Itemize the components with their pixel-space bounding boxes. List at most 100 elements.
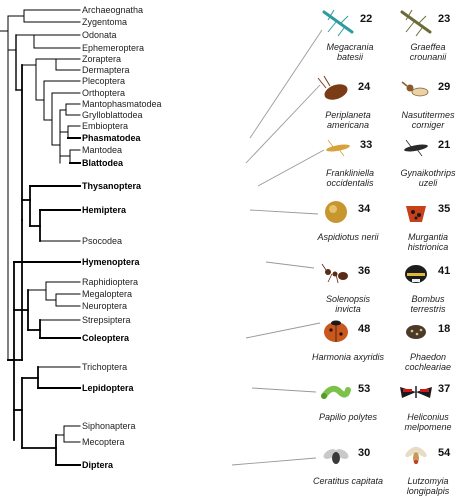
- sand-fly-lutzomyia-icon: [405, 446, 427, 464]
- taxon-label-archaeognatha: Archaeognatha: [82, 5, 144, 15]
- taxon-label-raphidioptera: Raphidioptera: [82, 277, 139, 287]
- species-name-line: Frankliniella: [325, 168, 375, 178]
- specimen-number-murgantia: 35: [438, 203, 451, 215]
- cockroach-periplaneta-icon: [317, 75, 348, 100]
- species-name-line: longipalpis: [406, 486, 450, 496]
- taxon-label-zygentoma: Zygentoma: [82, 17, 128, 27]
- species-name-lutzomyia: Lutzomyia longipalpis: [392, 476, 464, 496]
- connector-hymenoptera: [265, 261, 315, 269]
- taxon-label-zoraptera: Zoraptera: [82, 54, 122, 64]
- species-name-harmonia: Harmonia axyridis: [312, 352, 384, 362]
- species-name-line: histrionica: [407, 242, 449, 252]
- specimen-number-solenopsis: 36: [358, 265, 371, 277]
- connector-phasmatodea: [249, 29, 323, 139]
- species-name-line: crounanii: [409, 52, 447, 62]
- specimen-number-gynaikothrips: 21: [438, 139, 451, 151]
- species-name-line: cochleariae: [404, 362, 452, 372]
- species-name-bombus: Bombus terrestris: [392, 294, 464, 314]
- scale-insect-aspidiotus-icon: [325, 201, 347, 223]
- species-name-line: Murgantia: [407, 232, 449, 242]
- species-name-line: Gynaikothrips: [400, 168, 456, 178]
- species-name-murgantia: Murgantia histrionica: [392, 232, 464, 252]
- taxon-label-embioptera: Embioptera: [82, 121, 129, 131]
- specimen-number-bombus: 41: [438, 265, 451, 277]
- taxon-label-strepsiptera: Strepsiptera: [82, 315, 131, 325]
- ant-solenopsis-icon: [321, 263, 348, 284]
- taxon-label-megaloptera: Megaloptera: [82, 289, 133, 299]
- species-name-line: batesii: [336, 52, 363, 62]
- leaf-beetle-larva-phaedon-icon: [406, 325, 426, 339]
- taxon-label-neuroptera: Neuroptera: [82, 301, 128, 311]
- species-name-line: Graeffea: [410, 42, 446, 52]
- taxon-label-hymenoptera: Hymenoptera: [82, 257, 140, 267]
- taxon-label-ephemeroptera: Ephemeroptera: [82, 43, 145, 53]
- taxon-label-mantophasmatodea: Mantophasmatodea: [82, 99, 162, 109]
- stick-insect-graeffea-icon: [400, 9, 432, 37]
- caterpillar-papilio-icon: [321, 385, 351, 399]
- specimen-images: [317, 9, 432, 464]
- connector-coleoptera: [245, 322, 321, 339]
- species-name-line: Bombus: [411, 294, 445, 304]
- species-name-megacrania: Megacrania batesii: [314, 42, 386, 62]
- taxon-label-mantodea: Mantodea: [82, 145, 123, 155]
- species-name-line: invicta: [335, 304, 361, 314]
- species-name-phaedon: Phaedon cochleariae: [392, 352, 464, 372]
- connector-thysanoptera: [257, 149, 325, 187]
- taxon-label-dermaptera: Dermaptera: [82, 65, 130, 75]
- species-name-line: Megacrania: [326, 42, 374, 52]
- species-name-line: Phaedon: [409, 352, 447, 362]
- species-name-solenopsis: Solenopsis invicta: [312, 294, 384, 314]
- species-name-line: Periplaneta: [325, 110, 371, 120]
- taxon-label-hemiptera: Hemiptera: [82, 205, 127, 215]
- species-name-ceratitis: Ceratitus capitata: [312, 476, 384, 486]
- clade-connector-lines: [231, 29, 325, 466]
- species-name-line: occidentalis: [326, 178, 374, 188]
- taxon-label-phasmatodea: Phasmatodea: [82, 133, 141, 143]
- specimen-number-harmonia: 48: [358, 323, 371, 335]
- butterfly-heliconius-icon: [400, 386, 432, 398]
- species-name-line: melpomene: [404, 422, 452, 432]
- connector-diptera: [231, 457, 317, 466]
- taxon-label-psocodea: Psocodea: [82, 236, 123, 246]
- specimen-number-papilio: 53: [358, 383, 371, 395]
- species-name-line: Lutzomyia: [407, 476, 449, 486]
- species-name-line: Papilio polytes: [318, 412, 378, 422]
- species-name-line: corniger: [411, 120, 445, 130]
- species-name-line: Harmonia axyridis: [312, 352, 385, 362]
- taxon-label-thysanoptera: Thysanoptera: [82, 181, 142, 191]
- taxon-label-blattodea: Blattodea: [82, 158, 124, 168]
- connector-blattodea: [245, 84, 321, 164]
- taxon-label-trichoptera: Trichoptera: [82, 362, 128, 372]
- taxon-label-orthoptera: Orthoptera: [82, 88, 126, 98]
- specimen-number-lutzomyia: 54: [438, 447, 451, 459]
- specimen-number-nasutitermes: 29: [438, 81, 451, 93]
- specimen-number-megacrania: 22: [360, 13, 373, 25]
- phylogenetic-tree: [0, 9, 81, 466]
- termite-nasutitermes-icon: [401, 81, 429, 97]
- specimen-number-graeffea: 23: [438, 13, 451, 25]
- specimen-number-frankliniella: 33: [360, 139, 373, 151]
- species-name-line: Aspidiotus nerii: [317, 232, 379, 242]
- species-name-nasutitermes: Nasutitermes corniger: [392, 110, 464, 130]
- bumblebee-bombus-icon: [405, 265, 427, 283]
- species-name-graeffea: Graeffea crounanii: [392, 42, 464, 62]
- taxon-label-diptera: Diptera: [82, 460, 114, 470]
- specimen-number-aspidiotus: 34: [358, 203, 371, 215]
- species-name-frankliniella: Frankliniella occidentalis: [314, 168, 386, 188]
- species-name-line: terrestris: [410, 304, 446, 314]
- taxon-label-plecoptera: Plecoptera: [82, 76, 126, 86]
- connector-hemiptera: [249, 209, 319, 215]
- specimen-number-ceratitis: 30: [358, 447, 371, 459]
- thrips-gynaikothrips-icon: [404, 139, 428, 157]
- species-name-heliconius: Heliconius melpomene: [392, 412, 464, 432]
- species-name-gynaikothrips: Gynaikothrips uzeli: [392, 168, 464, 188]
- taxon-label-grylloblattodea: Grylloblattodea: [82, 110, 143, 120]
- species-name-aspidiotus: Aspidiotus nerii: [312, 232, 384, 242]
- species-name-line: uzeli: [418, 178, 438, 188]
- stick-insect-megacrania-icon: [322, 9, 354, 37]
- fruit-fly-ceratitis-icon: [323, 449, 349, 464]
- species-name-periplaneta: Periplaneta americana: [312, 110, 384, 130]
- taxon-label-lepidoptera: Lepidoptera: [82, 383, 134, 393]
- specimen-number-phaedon: 18: [438, 323, 451, 335]
